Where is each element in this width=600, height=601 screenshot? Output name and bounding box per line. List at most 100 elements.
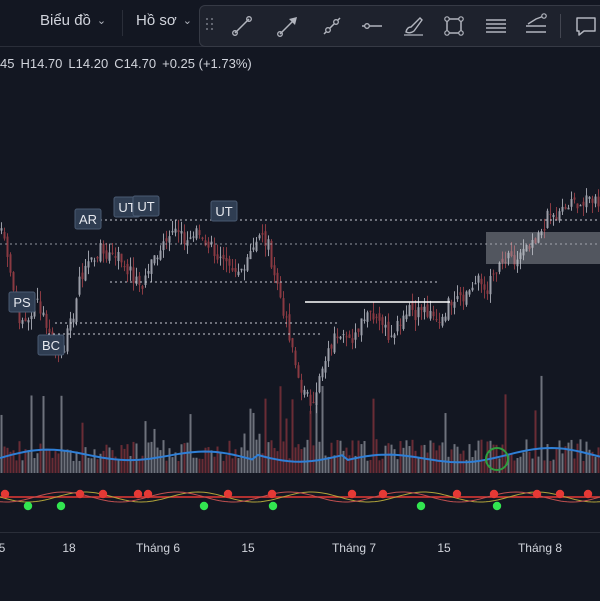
volume-bar (9, 451, 12, 473)
volume-bar (576, 443, 579, 473)
volume-bar (441, 442, 444, 473)
top-toolbar: Biểu đồ ⌄ Hồ sơ ⌄ (0, 0, 600, 47)
candle-body (177, 230, 180, 232)
candle-body (126, 263, 129, 275)
candle-body (72, 318, 75, 323)
volume-bar (570, 439, 573, 473)
candle-body (165, 238, 168, 242)
candle-body (462, 294, 465, 302)
volume-bar (513, 460, 516, 473)
candle-body (204, 240, 207, 246)
volume-bar (429, 440, 432, 473)
volume-bar (555, 448, 558, 473)
volume-bar (54, 451, 57, 473)
candle-body (48, 328, 51, 333)
volume-bar (129, 455, 132, 473)
oscillator-red-dot (133, 489, 143, 499)
candle-body (477, 275, 480, 283)
chart-menu[interactable]: Biểu đồ ⌄ (40, 12, 106, 29)
candle-body (228, 258, 231, 266)
candle-body (423, 306, 426, 313)
candle-body (234, 268, 237, 272)
candle-body (291, 338, 294, 348)
volume-bar (582, 460, 585, 473)
trend-line-icon[interactable] (226, 10, 258, 42)
volume-bar (579, 439, 582, 473)
grip-icon[interactable] (206, 18, 214, 34)
volume-bar (144, 421, 147, 473)
profile-menu[interactable]: Hồ sơ ⌄ (136, 12, 192, 29)
candle-body (225, 258, 228, 262)
candle-body (573, 197, 576, 200)
candle-body (342, 334, 345, 336)
volume-bar (543, 460, 546, 473)
volume-bar (99, 453, 102, 473)
rectangle-icon[interactable] (438, 10, 470, 42)
candle-body (564, 206, 567, 209)
candle-body (369, 310, 372, 312)
volume-bar (387, 443, 390, 473)
candle-body (273, 265, 276, 276)
volume-bar (375, 439, 378, 473)
volume-bar (327, 456, 330, 473)
candle-body (552, 214, 555, 218)
volume-bar (528, 451, 531, 473)
candle-body (444, 316, 447, 321)
x-tick: Tháng 6 (135, 541, 181, 555)
candle-body (495, 272, 498, 274)
volume-bar (153, 428, 156, 473)
comment-icon[interactable] (570, 10, 600, 42)
candle-body (519, 252, 522, 260)
close-label: C (114, 56, 124, 71)
fib-lines-icon[interactable] (480, 10, 512, 42)
candle-body (435, 319, 438, 321)
volume-bar (498, 458, 501, 473)
volume-bar (564, 446, 567, 473)
volume-bar (33, 458, 36, 473)
volume-bar (480, 439, 483, 473)
volume-bar (489, 440, 492, 473)
volume-bar (231, 458, 234, 473)
candle-body (303, 389, 306, 395)
volume-bar (390, 444, 393, 473)
path-icon[interactable] (520, 10, 552, 42)
candle-body (276, 272, 279, 284)
volume-bar (18, 441, 21, 473)
volume-bar (417, 457, 420, 473)
change-value: +0.25 (+1.73%) (162, 56, 252, 71)
candle-body (192, 236, 195, 238)
candle-body (147, 271, 150, 274)
volume-bar (111, 450, 114, 473)
candle-body (12, 272, 15, 291)
volume-bar (303, 447, 306, 473)
volume-bar (96, 459, 99, 473)
candle-body (222, 254, 225, 260)
volume-bar (246, 450, 249, 473)
volume-bar (201, 458, 204, 473)
volume-bar (453, 444, 456, 473)
horizontal-line-icon[interactable] (356, 10, 388, 42)
ray-line-icon[interactable] (316, 10, 348, 42)
volume-bar (228, 440, 231, 473)
volume-bar (0, 414, 3, 473)
volume-bar (27, 450, 30, 473)
volume-bar (183, 443, 186, 473)
arrow-line-icon[interactable] (272, 10, 304, 42)
candle-body (546, 210, 549, 228)
candle-body (27, 320, 30, 323)
candle-body (516, 259, 519, 267)
volume-bar (282, 441, 285, 473)
candle-body (585, 195, 588, 208)
candle-body (549, 213, 552, 215)
high-value: 14.70 (29, 56, 63, 71)
volume-bar (567, 442, 570, 473)
candle-body (576, 203, 579, 209)
volume-bar (522, 452, 525, 473)
brush-icon[interactable] (398, 10, 430, 42)
candle-body (498, 262, 501, 272)
candle-body (114, 256, 117, 258)
candle-body (150, 259, 153, 274)
candle-body (156, 257, 159, 260)
oscillator-red-dot (143, 489, 153, 499)
